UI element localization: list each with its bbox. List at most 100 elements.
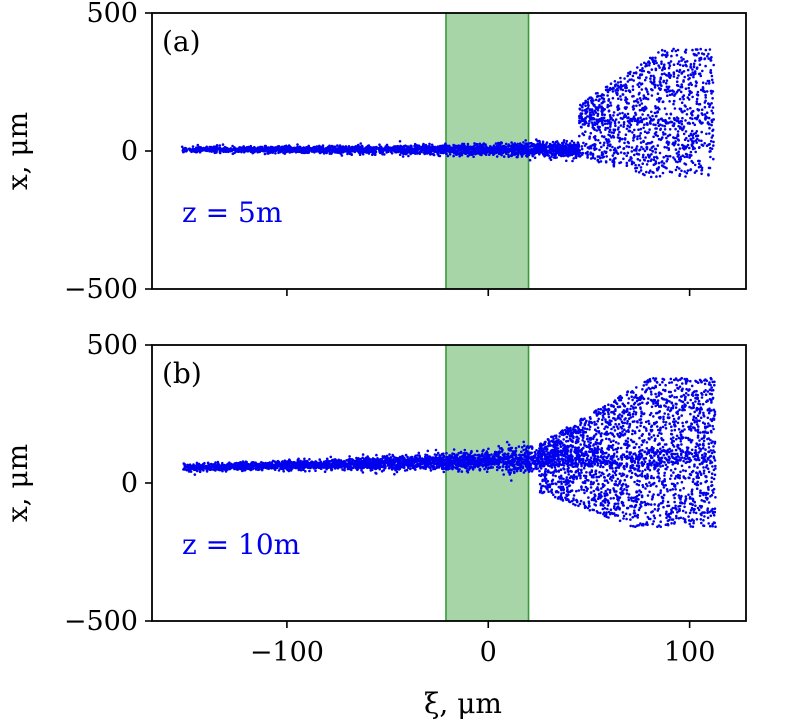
- scatter-point: [686, 74, 690, 77]
- scatter-point: [642, 153, 645, 157]
- scatter-point: [658, 96, 661, 100]
- scatter-point: [545, 151, 548, 155]
- scatter-point: [663, 107, 667, 110]
- scatter-point: [595, 107, 598, 110]
- scatter-point: [531, 144, 535, 148]
- scatter-point: [662, 79, 666, 83]
- scatter-point: [674, 148, 678, 151]
- scatter-point: [683, 104, 687, 107]
- scatter-point: [516, 153, 520, 156]
- scatter-point: [290, 150, 293, 153]
- scatter-point: [709, 71, 713, 75]
- scatter-point: [617, 133, 620, 136]
- scatter-point: [603, 141, 606, 145]
- scatter-point: [632, 139, 635, 142]
- scatter-point: [573, 149, 576, 152]
- scatter-point: [644, 65, 647, 68]
- scatter-point: [664, 120, 667, 123]
- scatter-point: [200, 149, 203, 152]
- scatter-point: [585, 100, 588, 104]
- scatter-point: [653, 132, 657, 135]
- scatter-point: [366, 145, 369, 149]
- scatter-point: [626, 151, 630, 155]
- scatter-point: [612, 163, 615, 167]
- scatter-point: [481, 145, 484, 149]
- scatter-point: [361, 453, 365, 456]
- scatter-point: [708, 150, 711, 153]
- scatter-point: [182, 150, 185, 154]
- scatter-point: [489, 148, 493, 151]
- scatter-point: [535, 143, 539, 147]
- y-tick-label: 0: [121, 136, 138, 167]
- scatter-point: [507, 155, 511, 159]
- scatter-point: [646, 159, 650, 163]
- scatter-point: [688, 146, 691, 150]
- scatter-point: [333, 147, 337, 150]
- scatter-point: [361, 152, 365, 156]
- scatter-point: [609, 104, 613, 107]
- scatter-point: [645, 76, 648, 79]
- scatter-point: [640, 88, 644, 91]
- scatter-point: [675, 80, 679, 83]
- scatter-point: [642, 139, 645, 143]
- scatter-point: [676, 62, 680, 66]
- scatter-point: [638, 134, 641, 138]
- scatter-point: [704, 48, 708, 52]
- scatter-point: [572, 157, 575, 160]
- scatter-point: [610, 131, 613, 134]
- scatter-point: [689, 81, 692, 85]
- scatter-point: [634, 169, 638, 173]
- scatter-point: [638, 103, 641, 107]
- scatter-point: [710, 92, 713, 95]
- scatter-point: [658, 107, 661, 111]
- scatter-point: [553, 156, 557, 160]
- scatter-point: [652, 78, 656, 81]
- scatter-point: [665, 79, 669, 82]
- scatter-point: [654, 147, 658, 151]
- scatter-point: [675, 165, 679, 169]
- scatter-point: [679, 85, 682, 89]
- scatter-point: [707, 143, 710, 146]
- scatter-point: [614, 124, 617, 127]
- scatter-point: [623, 152, 626, 155]
- scatter-point: [628, 129, 632, 133]
- scatter-point: [638, 120, 642, 123]
- scatter-point: [336, 151, 340, 154]
- scatter-point: [678, 147, 682, 150]
- scatter-point: [636, 152, 640, 156]
- scatter-point: [683, 138, 687, 141]
- scatter-point: [628, 90, 632, 94]
- scatter-point: [644, 87, 648, 90]
- scatter-point: [604, 160, 608, 163]
- scatter-point: [680, 72, 683, 75]
- scatter-point: [605, 150, 608, 154]
- scatter-point: [487, 149, 491, 153]
- scatter-point: [271, 148, 275, 152]
- scatter-point: [611, 154, 615, 157]
- scatter-point: [478, 142, 482, 146]
- scatter-point: [572, 141, 576, 145]
- scatter-point: [665, 51, 669, 54]
- scatter-point: [492, 146, 496, 150]
- scatter-point: [622, 122, 626, 126]
- scatter-point: [317, 145, 321, 149]
- scatter-point: [613, 122, 617, 125]
- scatter-point: [617, 97, 620, 100]
- scatter-point: [501, 146, 505, 149]
- scatter-point: [654, 123, 657, 127]
- scatter-point: [492, 144, 496, 147]
- scatter-point: [568, 145, 572, 149]
- scatter-point: [623, 106, 627, 109]
- scatter-point: [697, 51, 700, 55]
- scatter-point: [645, 117, 648, 120]
- scatter-point: [590, 121, 594, 124]
- scatter-point: [308, 146, 311, 150]
- scatter-point: [689, 73, 692, 76]
- scatter-point: [472, 155, 475, 158]
- scatter-point: [692, 75, 695, 79]
- scatter-point: [652, 118, 656, 121]
- scatter-point: [660, 48, 664, 52]
- scatter-point: [633, 118, 637, 122]
- scatter-point: [687, 134, 691, 138]
- scatter-point: [446, 154, 450, 158]
